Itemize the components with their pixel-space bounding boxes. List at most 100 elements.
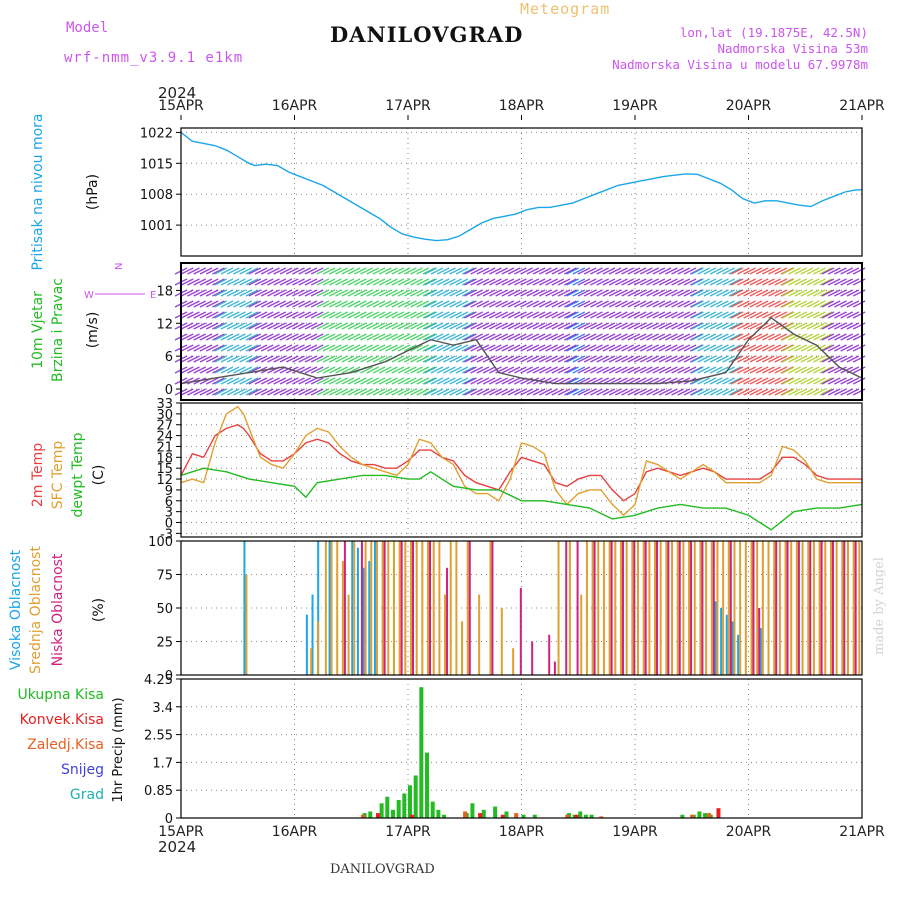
cloud-bar — [852, 541, 855, 675]
wind-arrow — [335, 355, 348, 363]
cloud-bar — [512, 648, 515, 675]
wind-arrow — [430, 388, 444, 396]
wind-arrow — [819, 278, 832, 286]
wind-arrow — [335, 377, 348, 385]
wind-arrow — [703, 377, 717, 385]
cloud-bar — [727, 541, 730, 675]
cloud-bar — [820, 541, 823, 675]
wind-arrow — [360, 388, 373, 396]
wind-arrow — [254, 278, 268, 286]
y-tick-label: 30 — [156, 408, 173, 423]
wind-arrow — [214, 278, 228, 286]
compass-east: E — [150, 290, 156, 301]
wind-arrow — [416, 311, 430, 319]
wind-arrow — [539, 344, 552, 352]
wind-arrow — [212, 377, 225, 385]
cloud-bar — [699, 541, 702, 675]
wind-field — [174, 267, 866, 396]
wind-arrow — [495, 344, 508, 352]
wind-arrow — [703, 300, 717, 308]
wind-arrow — [449, 311, 462, 319]
cloud-bar — [676, 541, 679, 675]
wind-arrow — [813, 311, 826, 319]
wind-arrow — [806, 289, 820, 297]
y-tick-label: 1022 — [140, 126, 173, 141]
wind-arrow — [577, 289, 591, 297]
wind-arrow — [397, 344, 411, 352]
wind-arrow — [285, 278, 299, 286]
wind-arrow — [187, 322, 200, 330]
wind-arrow — [646, 300, 659, 308]
cloud-bar — [415, 541, 418, 675]
wind-arrow — [590, 388, 603, 396]
wind-arrow — [590, 289, 603, 297]
wind-arrow — [566, 366, 579, 374]
precip-legend-item: Ukupna Kisa — [17, 687, 104, 703]
wind-arrow — [658, 344, 672, 352]
wind-arrow — [551, 322, 565, 330]
wind-arrow — [520, 355, 533, 363]
wind-arrow — [424, 278, 438, 286]
wind-arrow — [495, 278, 508, 286]
wind-arrow — [743, 289, 756, 297]
wind-arrow — [385, 344, 398, 352]
wind-arrow — [180, 355, 194, 363]
wind-arrow — [422, 311, 436, 319]
wind-arrow — [495, 289, 508, 297]
time-tick-bottom: 21APR — [839, 824, 885, 840]
wind-arrow — [304, 278, 318, 286]
y-tick-label: 0.85 — [144, 784, 173, 799]
wind-arrow — [316, 388, 330, 396]
wind-arrow — [551, 344, 565, 352]
wind-arrow — [304, 366, 318, 374]
wind-arrow — [372, 278, 386, 286]
wind-arrow — [254, 377, 268, 385]
wind-arrow — [514, 311, 527, 319]
wind-arrow — [621, 344, 634, 352]
y-tick-label: 1001 — [140, 219, 173, 234]
wind-arrow — [781, 377, 795, 385]
wind-arrow — [220, 289, 234, 297]
wind-arrow — [737, 300, 750, 308]
wind-arrow — [545, 344, 558, 352]
wind-arrow — [658, 278, 672, 286]
wind-arrow — [768, 344, 781, 352]
wind-arrow — [378, 344, 392, 352]
wind-arrow — [800, 289, 814, 297]
wind-arrow — [557, 344, 571, 352]
cloud-bar — [360, 541, 363, 675]
wind-arrow — [205, 311, 219, 319]
cloud-bar — [591, 541, 594, 675]
wind-arrow — [677, 355, 691, 363]
y-tick-label: 6 — [165, 495, 173, 510]
wind-arrow — [728, 267, 742, 275]
wind-arrow — [476, 366, 490, 374]
wind-arrow — [455, 355, 469, 363]
wind-arrow — [310, 278, 324, 286]
wind-arrow — [329, 278, 342, 286]
wind-arrow — [214, 333, 228, 341]
cloud-bar — [455, 541, 458, 675]
wind-arrow — [526, 289, 540, 297]
wind-arrow — [279, 333, 293, 341]
wind-arrow — [800, 388, 814, 396]
wind-arrow — [304, 388, 318, 396]
wind-arrow — [436, 344, 450, 352]
wind-arrow — [391, 311, 405, 319]
wind-arrow — [273, 289, 287, 297]
wind-arrow — [683, 388, 697, 396]
wind-arrow — [846, 300, 860, 308]
wind-arrow — [489, 311, 502, 319]
wind-arrow — [728, 377, 742, 385]
time-tick-top: 15APR — [158, 98, 204, 114]
wind-arrow — [335, 300, 348, 308]
wind-arrow — [347, 388, 361, 396]
wind-arrow — [737, 388, 750, 396]
cloud-bar — [688, 541, 691, 675]
wind-arrow — [615, 388, 628, 396]
precip-bar — [565, 814, 570, 818]
cloud-bar — [368, 561, 371, 675]
wind-arrow — [691, 322, 704, 330]
wind-arrow — [430, 355, 444, 363]
wind-arrow — [205, 355, 219, 363]
